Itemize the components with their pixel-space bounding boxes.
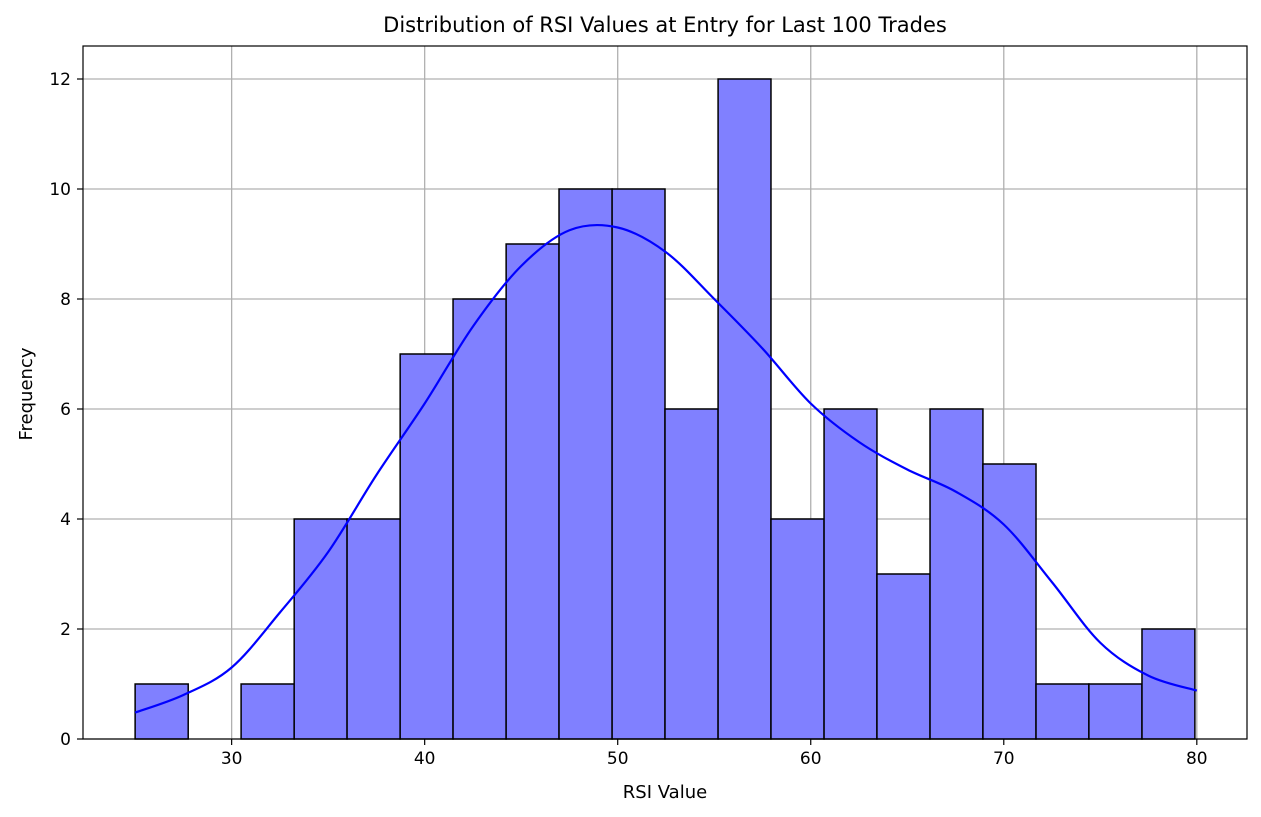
chart-title: Distribution of RSI Values at Entry for …: [383, 13, 947, 37]
histogram-bar: [293, 518, 348, 740]
histogram-bar: [1035, 683, 1090, 740]
x-tick-label: 50: [607, 749, 629, 769]
kde-curve: [134, 223, 1198, 714]
x-tick-label: 70: [993, 749, 1015, 769]
histogram-bar: [929, 408, 984, 740]
histogram-bar: [1088, 683, 1143, 740]
x-tick-label: 60: [800, 749, 822, 769]
histogram-bar: [770, 518, 825, 740]
histogram-bar: [505, 243, 560, 740]
histogram-bar: [558, 188, 613, 740]
y-tick-label: 8: [60, 290, 71, 310]
y-tick-label: 0: [60, 730, 71, 750]
histogram-bar: [399, 353, 454, 740]
x-axis-ticks: 30 40 50 60 70 80: [221, 739, 1208, 769]
y-tick-label: 10: [49, 180, 71, 200]
histogram-bar: [346, 518, 401, 740]
histogram-bar: [240, 683, 295, 740]
x-axis-label: RSI Value: [623, 782, 707, 803]
histogram-bar: [664, 408, 719, 740]
histogram-bar: [717, 78, 772, 740]
y-tick-label: 4: [60, 510, 71, 530]
y-tick-label: 2: [60, 620, 71, 640]
x-tick-label: 80: [1186, 749, 1208, 769]
y-axis-ticks: 0 2 4 6 8 10 12: [49, 70, 83, 750]
histogram-bars: [134, 78, 1196, 740]
y-axis-label: Frequency: [16, 347, 37, 440]
histogram-bar: [452, 298, 507, 740]
plot-frame: [82, 45, 1248, 740]
y-tick-label: 12: [49, 70, 71, 90]
histogram-bar: [1141, 628, 1196, 740]
histogram-bar: [982, 463, 1037, 740]
y-tick-label: 6: [60, 400, 71, 420]
histogram-bar: [611, 188, 666, 740]
x-tick-label: 40: [414, 749, 436, 769]
histogram-bar: [876, 573, 931, 740]
histogram-bar: [134, 683, 189, 740]
x-tick-label: 30: [221, 749, 243, 769]
histogram-bar: [823, 408, 878, 740]
